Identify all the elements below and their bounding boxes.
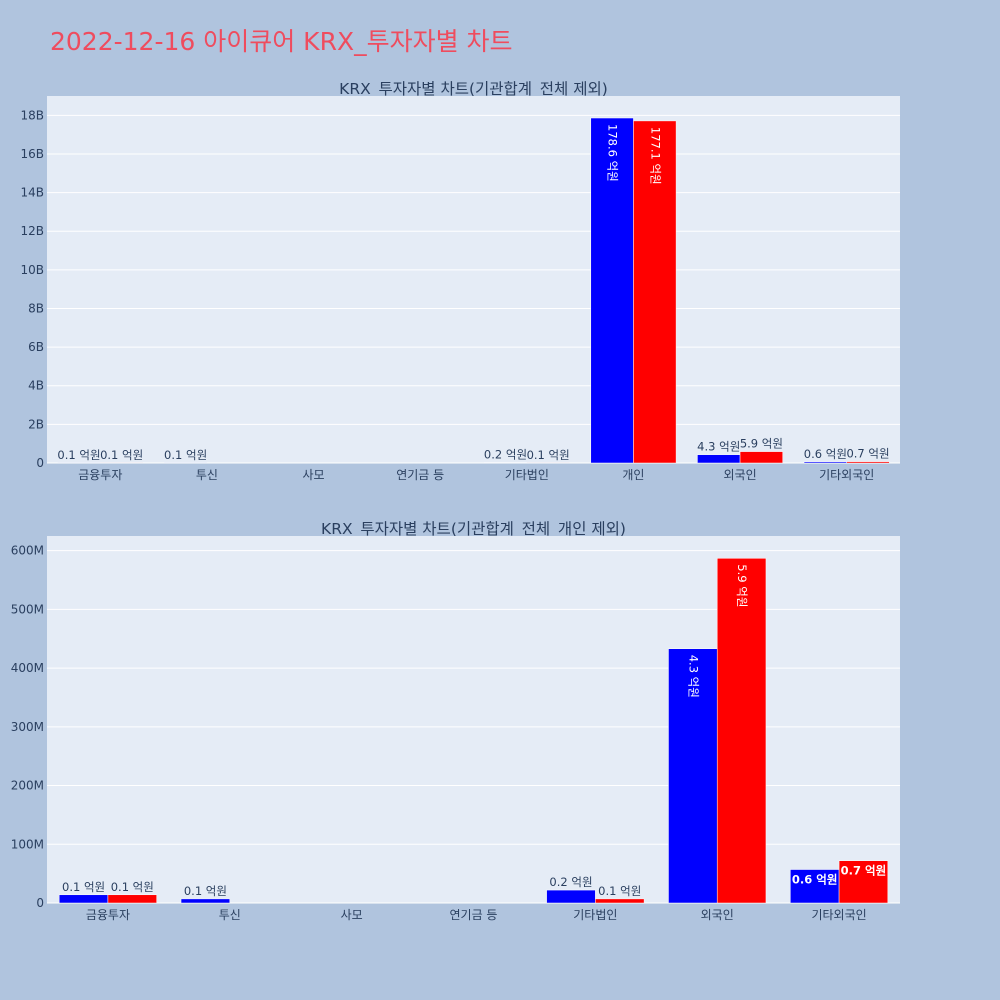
y-tick-label: 100M: [11, 837, 44, 851]
chart-excluding-individual: KRX_투자자별 차트(기관합계_전체_개인 제외) 0 100M 200M 300M 4…: [11, 520, 900, 922]
y-tick-label: 500M: [11, 602, 44, 616]
x-tick-label: 연기금 등: [396, 468, 444, 482]
bar: [546, 889, 596, 904]
bar: [107, 894, 157, 904]
x-tick-label: 기타법인: [573, 908, 617, 922]
y-tick-label: 6B: [28, 340, 44, 354]
y-tick-label: 14B: [20, 186, 44, 200]
x-tick-label: 투신: [219, 908, 241, 922]
x-tick-label: 금융투자: [78, 468, 122, 482]
y-tick-label: 0: [36, 456, 44, 470]
x-tick-label: 기타외국인: [819, 468, 874, 482]
data-label: 0.1 억원: [184, 884, 227, 898]
bar: [716, 558, 767, 904]
data-label: 177.1 억원: [648, 127, 662, 185]
bar: [838, 860, 889, 904]
data-label: 0.1 억원: [100, 448, 143, 462]
data-label: 178.6 억원: [606, 124, 620, 182]
data-label: 0.1 억원: [57, 448, 100, 462]
data-label: 0.6 억원: [792, 873, 838, 887]
plot-area: [47, 96, 900, 463]
data-label: 0.2 억원: [484, 448, 527, 462]
bar: [180, 898, 231, 904]
x-tick-label: 투신: [196, 468, 218, 482]
data-label: 0.7 억원: [841, 864, 887, 878]
y-tick-label: 10B: [20, 263, 44, 277]
data-label: 5.9 억원: [735, 564, 749, 607]
y-tick-label: 300M: [11, 720, 44, 734]
bar: [668, 648, 718, 904]
y-tick-label: 18B: [20, 108, 44, 122]
x-tick-label: 사모: [341, 908, 363, 922]
y-tick-label: 400M: [11, 661, 44, 675]
y-tick-label: 4B: [28, 379, 44, 393]
y-tick-label: 0: [36, 896, 44, 910]
x-tick-label: 외국인: [701, 908, 734, 922]
bar: [595, 898, 645, 904]
y-tick-label: 16B: [20, 147, 44, 161]
y-tick-label: 8B: [28, 301, 44, 315]
data-label: 0.1 억원: [62, 880, 105, 894]
data-label: 0.2 억원: [549, 875, 592, 889]
bar: [58, 894, 109, 904]
bar: [590, 117, 634, 464]
x-tick-label: 기타외국인: [811, 908, 866, 922]
data-label: 4.3 억원: [686, 655, 700, 698]
x-tick-label: 연기금 등: [450, 908, 498, 922]
plot-area: [47, 536, 900, 903]
y-tick-label: 600M: [11, 544, 44, 558]
data-label: 0.1 억원: [598, 884, 641, 898]
x-tick-label: 금융투자: [86, 908, 130, 922]
page-title: 2022-12-16 아이큐어 KRX_투자자별 차트: [50, 27, 513, 56]
chart-title: KRX_투자자별 차트(기관합계_전체_개인 제외): [321, 520, 626, 539]
chart-title: KRX_투자자별 차트(기관합계_전체 제외): [339, 80, 608, 99]
y-tick-label: 200M: [11, 779, 44, 793]
data-label: 0.1 억원: [111, 880, 154, 894]
data-label: 0.6 억원: [804, 447, 847, 461]
x-tick-label: 사모: [303, 468, 325, 482]
x-tick-label: 기타법인: [505, 468, 549, 482]
data-label: 0.1 억원: [527, 448, 570, 462]
bar: [633, 120, 677, 464]
chart-overall: KRX_투자자별 차트(기관합계_전체 제외) 0 2B 4B 6B 8B 10B 12B 14…: [20, 80, 900, 482]
y-tick-label: 2B: [28, 417, 44, 431]
x-tick-label: 개인: [622, 468, 644, 482]
data-label: 4.3 억원: [697, 440, 740, 454]
data-label: 0.1 억원: [164, 448, 207, 462]
data-label: 0.7 억원: [846, 447, 889, 461]
bar: [739, 451, 783, 464]
bar: [846, 461, 890, 464]
y-tick-label: 12B: [20, 224, 44, 238]
data-label: 5.9 억원: [740, 437, 783, 451]
x-tick-label: 외국인: [724, 468, 757, 482]
